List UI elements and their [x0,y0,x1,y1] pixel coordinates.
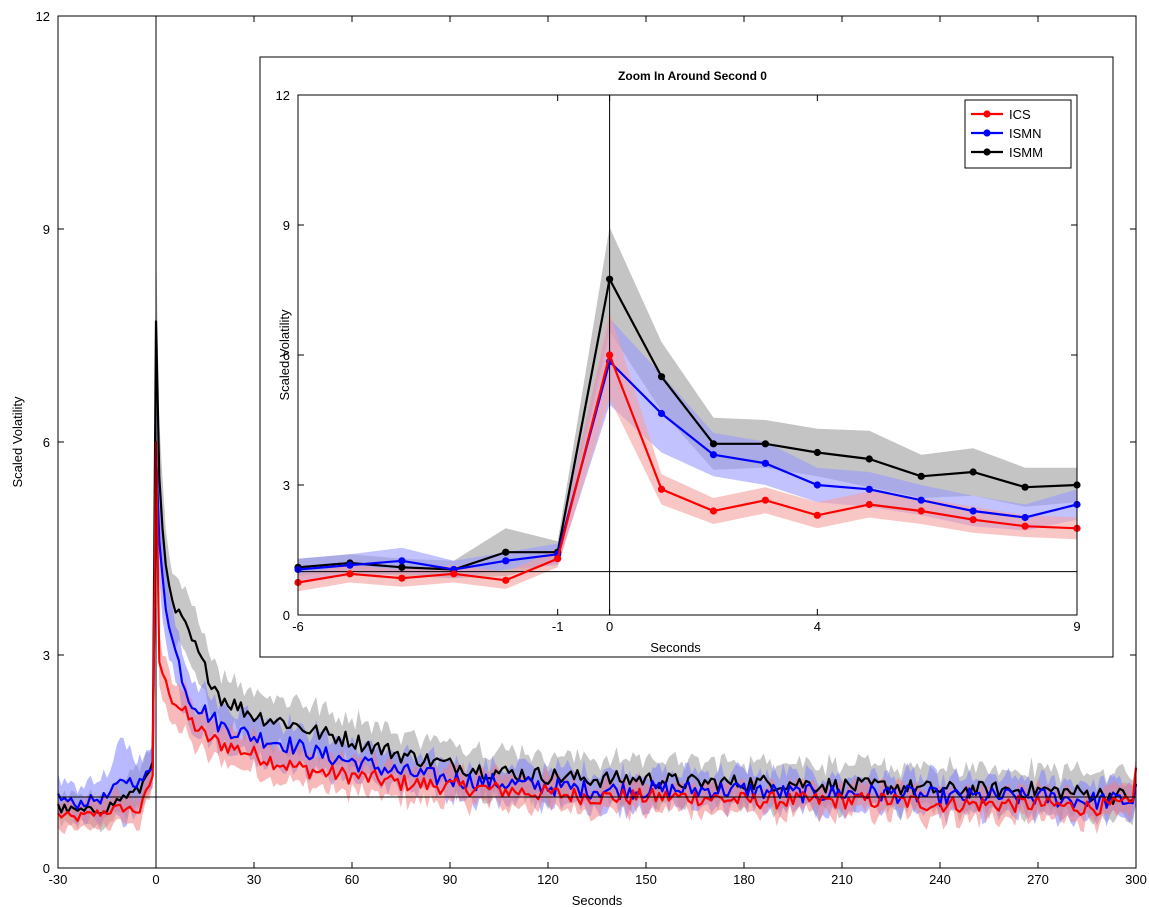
main-y-tick-label: 6 [43,435,50,450]
inset-point-ismm [657,373,666,381]
legend: ICS ISMN ISMM [964,99,1072,169]
inset-x-tick-label: 4 [814,619,821,634]
inset-point-ismn [969,507,977,515]
inset-y-tick-label: 12 [276,88,290,103]
inset-point-ismm [761,440,770,448]
inset-point-ics [606,351,614,359]
inset-band-ismm [298,227,1077,579]
inset-point-ismn [761,459,770,467]
main-y-tick-label: 0 [43,861,50,876]
inset-point-ics [1021,522,1029,530]
inset-x-tick-label: 9 [1073,619,1080,634]
main-reference-lines [58,16,1136,868]
inset-point-ics [761,496,770,504]
main-lines [56,320,1138,822]
inset-point-ics [969,516,977,524]
inset-point-ics [865,500,873,509]
inset-point-ics [450,570,458,578]
legend-items: ICS ISMN ISMM [971,107,1043,160]
inset-point-ismn [502,557,510,565]
inset-x-axis-label: Seconds [650,640,701,655]
main-x-tick-label: 120 [537,872,559,887]
inset-x-tick-label: -1 [552,619,564,634]
inset-band-ismn [298,318,1077,581]
inset-point-ics [502,576,510,584]
inset-ticks: -6 -1 0 4 9 0 3 6 9 12 [276,88,1081,634]
inset-line-ismm [297,275,1078,571]
inset-point-ismm [709,440,718,448]
inset-point-ismn [1021,513,1029,522]
inset-point-ismm [502,548,510,556]
inset-lines [294,275,1081,587]
inset-point-ismm [917,472,925,480]
main-x-tick-label: 60 [345,872,359,887]
inset-point-ismn [398,557,406,565]
inset-point-ismm [813,448,821,457]
inset-point-ics [709,507,718,515]
legend-marker-ismm [983,148,991,156]
legend-label-ismm: ISMM [1009,145,1043,160]
main-x-tick-label: 270 [1027,872,1049,887]
inset-y-tick-label: 3 [283,478,290,493]
main-x-tick-label: 30 [247,872,261,887]
main-x-tick-label: -30 [49,872,68,887]
main-bands [58,240,1136,835]
inset-point-ics [917,507,925,515]
main-x-axis-label: Seconds [572,893,623,907]
legend-label-ismn: ISMN [1009,126,1042,141]
inset-point-ics [813,511,821,519]
legend-label-ics: ICS [1009,107,1031,122]
inset-point-ics [657,485,666,493]
main-x-tick-label: 180 [733,872,755,887]
inset-bands [298,227,1077,592]
inset-y-tick-label: 9 [283,218,290,233]
inset-y-axis-label: Scaled Volatility [277,309,292,401]
inset-title: Zoom In Around Second 0 [618,69,767,83]
inset-point-ismn [709,451,718,459]
inset-point-ismm [606,275,614,283]
inset-x-tick-label: 0 [606,619,613,634]
legend-marker-ismn [983,129,991,137]
main-x-tick-label: 90 [443,872,457,887]
inset-point-ismn [865,485,873,493]
inset-y-tick-label: 6 [283,348,290,363]
main-y-tick-label: 3 [43,648,50,663]
inset-point-ismn [917,496,925,504]
inset-point-ics [398,574,406,582]
inset-point-ics [554,555,562,563]
main-y-tick-label: 9 [43,222,50,237]
main-band-ismn [58,381,1136,828]
inset-point-ismm [1021,483,1029,491]
inset-line-ismn [297,359,1078,571]
main-line-ismn [57,448,1138,810]
inset-point-ismn [657,409,666,418]
inset-x-tick-label: -6 [292,619,304,634]
main-x-tick-label: 0 [152,872,159,887]
main-line-ics [57,440,1138,822]
inset-point-ismm [865,455,873,463]
inset-point-ismn [813,481,821,489]
inset-line-ics [297,351,1078,584]
main-y-axis-label: Scaled Volatility [10,396,25,488]
inset-point-ics [346,570,354,578]
inset-point-ismn [346,561,354,569]
main-x-tick-label: 210 [831,872,853,887]
inset-point-ismm [969,468,977,476]
main-y-tick-label: 12 [36,9,50,24]
main-x-tick-label: 150 [635,872,657,887]
legend-marker-ics [983,110,991,118]
main-x-tick-label: 300 [1125,872,1147,887]
main-x-tick-label: 240 [929,872,951,887]
inset-plot: -6 -1 0 4 9 0 3 6 9 12 Zoom In Around Second 0 Se… [259,56,1114,658]
inset-point-ismm [398,563,406,571]
inset-y-tick-label: 0 [283,608,290,623]
